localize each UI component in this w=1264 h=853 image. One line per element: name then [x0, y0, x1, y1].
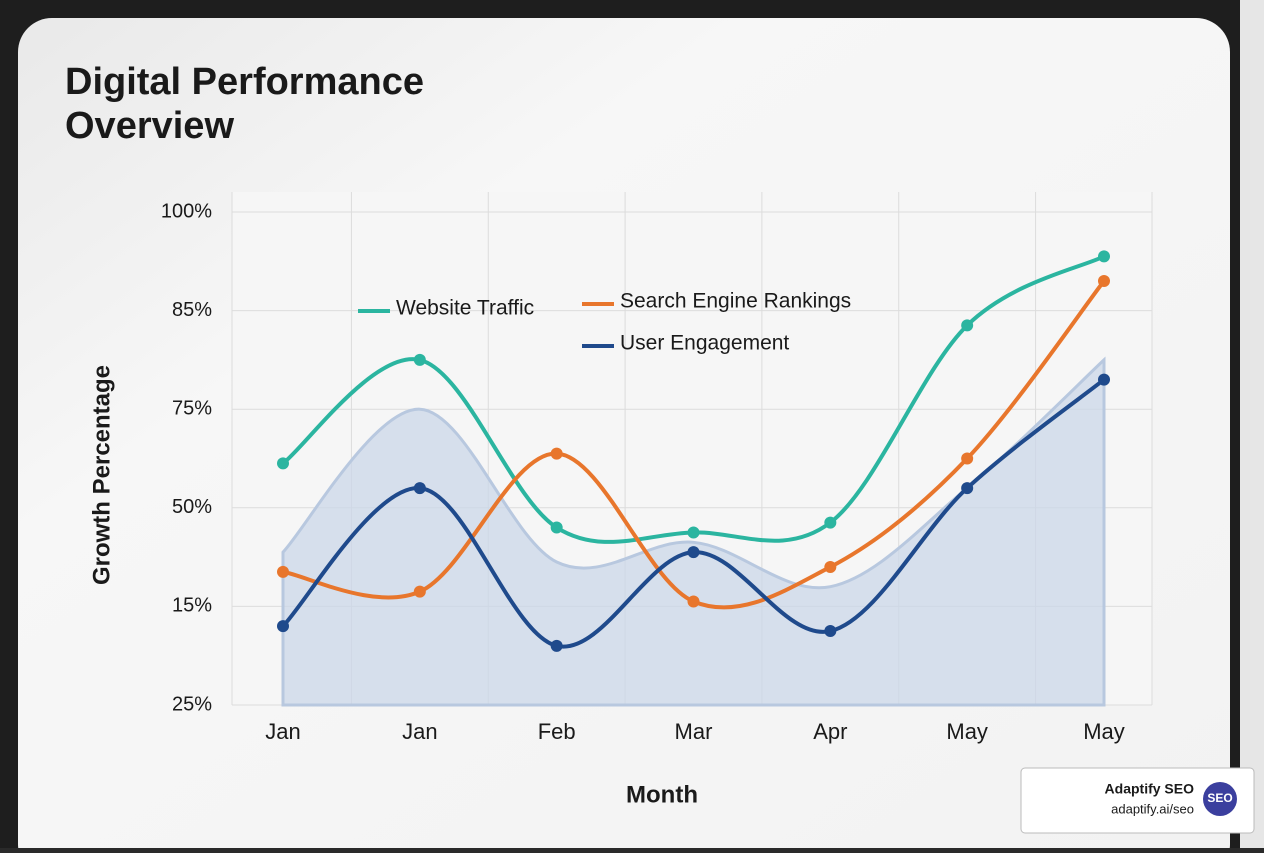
y-axis-label: Growth Percentage: [88, 365, 115, 585]
badge-icon-text: SEO: [1207, 791, 1232, 805]
point: [687, 526, 700, 539]
point: [824, 625, 837, 638]
y-tick-label: 85%: [172, 299, 212, 321]
x-tick-label: Jan: [265, 719, 300, 744]
point: [961, 319, 974, 332]
point: [961, 482, 974, 495]
point: [1098, 275, 1110, 288]
point: [961, 452, 974, 465]
point: [550, 521, 563, 534]
x-tick-label: Jan: [402, 719, 437, 744]
y-tick-label: 25%: [172, 693, 212, 715]
chart-title: Digital Performance Overview: [65, 61, 424, 147]
badge-name: Adaptify SEO: [1105, 781, 1195, 797]
point: [824, 516, 837, 529]
point: [277, 620, 289, 633]
x-tick-label: Mar: [675, 719, 713, 744]
badge-icon: [1203, 782, 1237, 816]
point: [277, 457, 289, 470]
x-tick-label: May: [946, 719, 988, 744]
y-tick-label: 75%: [172, 397, 212, 419]
point: [824, 560, 837, 573]
y-tick-label: 50%: [172, 496, 212, 518]
point: [1098, 250, 1110, 263]
legend-label: Search Engine Rankings: [620, 290, 851, 313]
point: [687, 546, 700, 559]
point: [277, 565, 289, 578]
point: [687, 595, 700, 608]
x-tick-label: May: [1083, 719, 1125, 744]
point: [1098, 373, 1110, 386]
point: [550, 447, 563, 460]
legend-label: Website Traffic: [396, 297, 534, 320]
point: [413, 585, 426, 598]
x-tick-label: Feb: [538, 719, 576, 744]
plot: 100% 85% 75% 50% 15% 25% Jan Jan Feb Mar Apr May May…: [161, 192, 1153, 744]
x-tick-label: Apr: [813, 719, 847, 744]
badge[interactable]: [1020, 767, 1255, 834]
background: [1240, 0, 1264, 848]
legend-label: User Engagement: [620, 332, 789, 355]
y-tick-label: 100%: [161, 200, 212, 222]
point: [550, 639, 563, 652]
y-tick-label: 15%: [172, 595, 212, 617]
point: [413, 482, 426, 495]
badge-url: adaptify.ai/seo: [1111, 801, 1194, 816]
point: [413, 353, 426, 366]
x-axis-label: Month: [626, 781, 698, 808]
